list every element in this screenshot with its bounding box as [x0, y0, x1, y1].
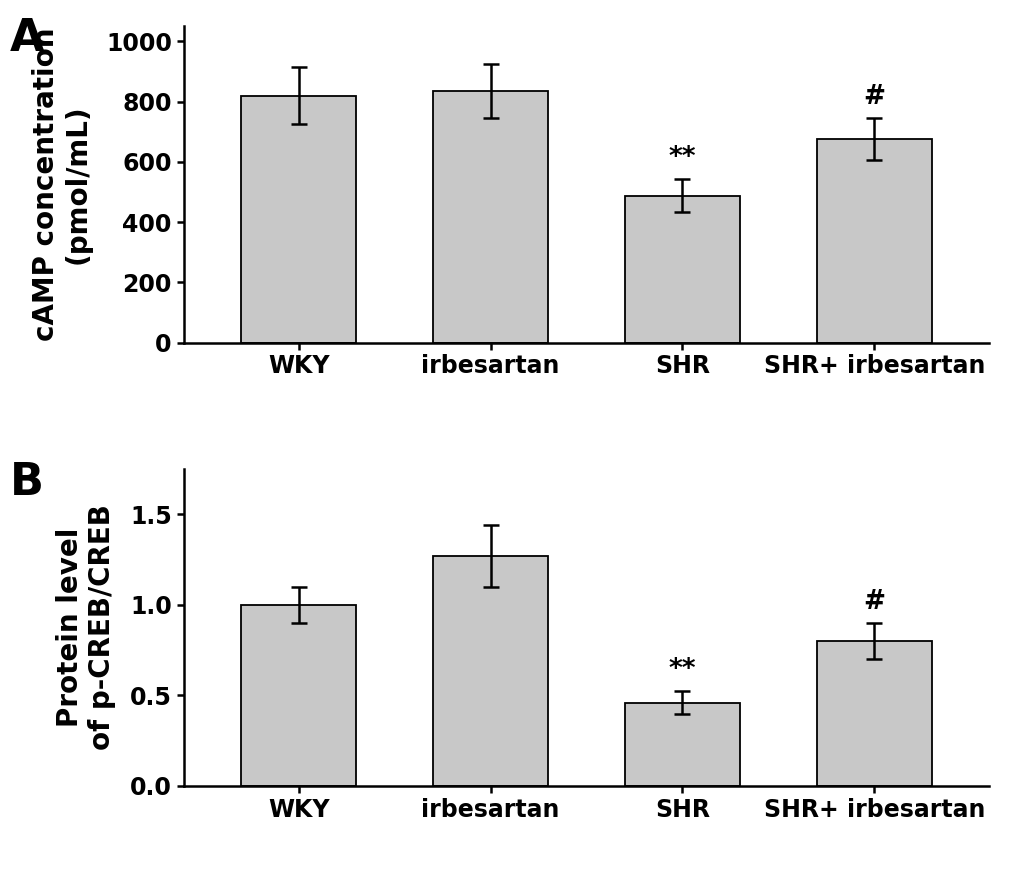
Bar: [240, 95, 356, 342]
Bar: [240, 605, 356, 786]
Text: A: A: [10, 17, 45, 60]
Text: **: **: [668, 146, 696, 171]
Y-axis label: cAMP concentration
(pmol/mL): cAMP concentration (pmol/mL): [32, 28, 92, 341]
Bar: [433, 556, 547, 786]
Text: #: #: [862, 589, 884, 615]
Text: B: B: [10, 461, 44, 504]
Bar: [816, 641, 931, 786]
Text: **: **: [668, 656, 696, 683]
Bar: [625, 196, 739, 342]
Bar: [433, 91, 547, 342]
Bar: [625, 703, 739, 786]
Y-axis label: Protein level
of p-CREB/CREB: Protein level of p-CREB/CREB: [56, 505, 116, 751]
Bar: [816, 139, 931, 342]
Text: #: #: [862, 84, 884, 110]
